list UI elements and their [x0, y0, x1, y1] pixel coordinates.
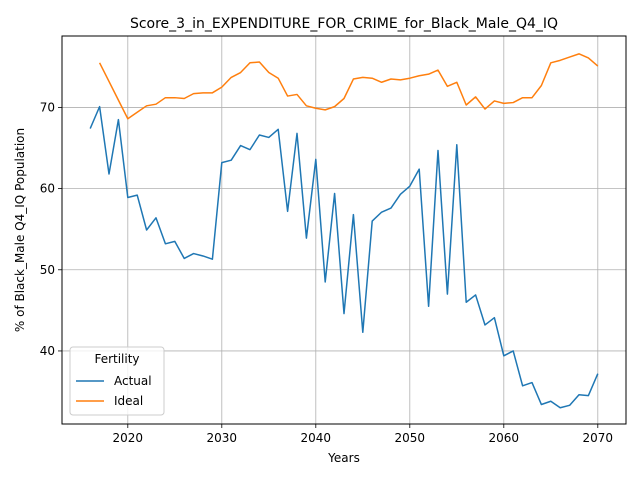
legend-label-ideal: Ideal: [114, 394, 143, 408]
grid: [62, 36, 626, 424]
y-tick-label: 70: [40, 100, 55, 114]
series-line-ideal: [98, 53, 599, 120]
y-tick-label: 50: [40, 263, 55, 277]
series-line-actual: [89, 105, 599, 409]
y-tick-label: 40: [40, 344, 55, 358]
legend-label-actual: Actual: [114, 374, 152, 388]
x-tick-label: 2060: [489, 431, 520, 445]
x-tick-label: 2050: [395, 431, 426, 445]
x-axis-label: Years: [327, 451, 360, 465]
chart-title: Score_3_in_EXPENDITURE_FOR_CRIME_for_Bla…: [130, 16, 558, 32]
plot-frame: [61, 35, 627, 425]
series-lines: [89, 53, 599, 409]
x-tick-label: 2020: [113, 431, 144, 445]
legend-box: [69, 346, 165, 416]
axis-ticks: 2020 2030 2040 2050 2060 2070 40 50 60 70: [40, 100, 613, 445]
legend: Fertility Actual Ideal: [69, 346, 165, 416]
x-tick-label: 2040: [301, 431, 332, 445]
x-tick-label: 2070: [583, 431, 614, 445]
y-tick-label: 60: [40, 182, 55, 196]
x-tick-label: 2030: [207, 431, 238, 445]
y-axis-label: % of Black_Male Q4_IQ Population: [13, 128, 27, 332]
legend-title: Fertility: [94, 352, 139, 366]
